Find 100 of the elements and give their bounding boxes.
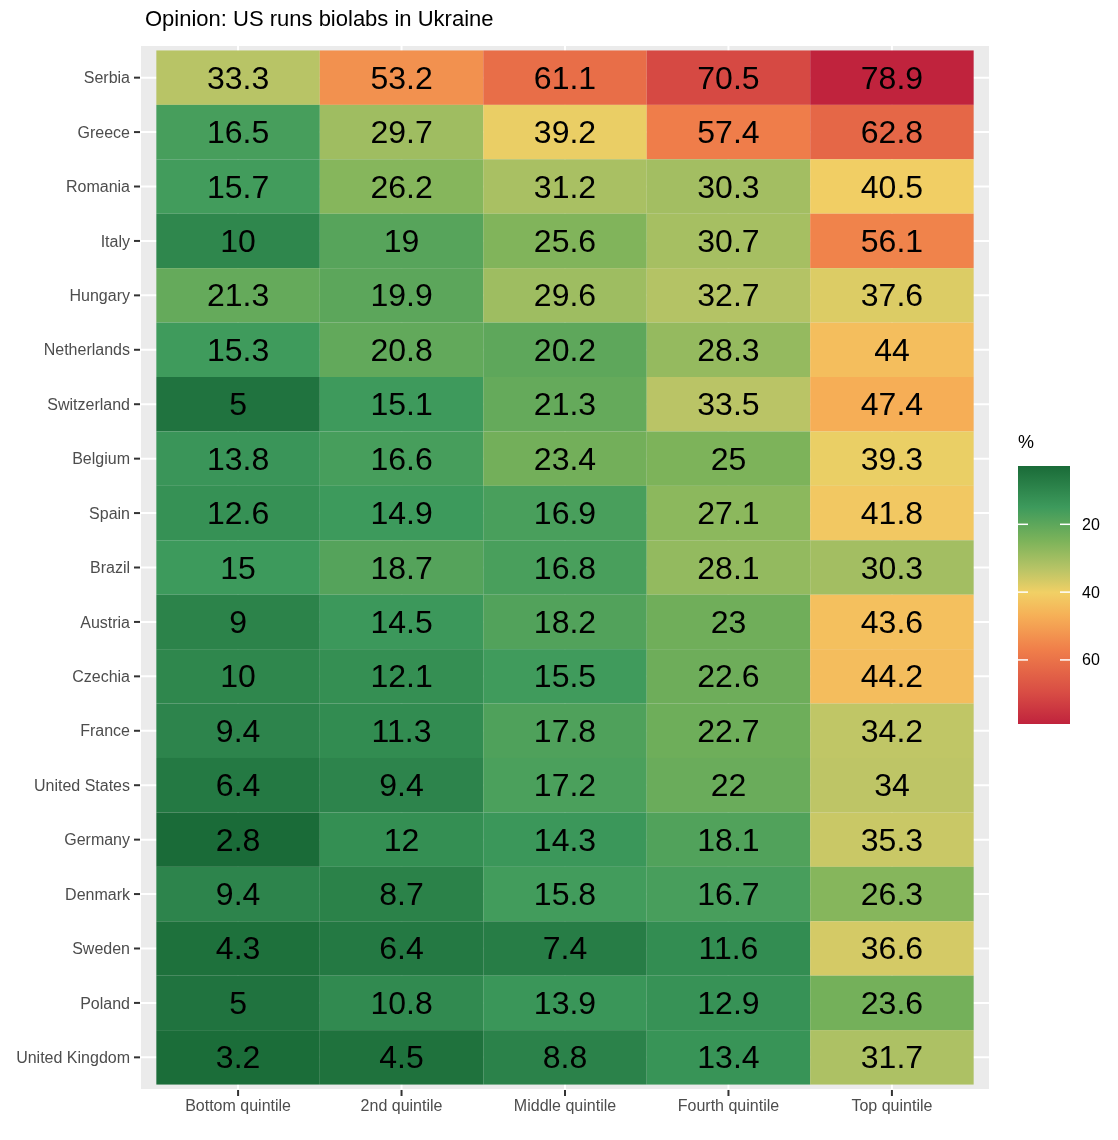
data-label: 33.5 <box>697 386 760 423</box>
data-label: 10.8 <box>370 984 433 1021</box>
data-label: 47.4 <box>860 386 924 423</box>
data-label: 18.7 <box>370 549 433 586</box>
data-label: 41.8 <box>860 495 924 532</box>
data-label: 8.8 <box>542 1039 588 1076</box>
data-label: 15.8 <box>533 876 597 913</box>
chart-title: Opinion: US runs biolabs in Ukraine <box>145 6 494 32</box>
data-label: 29.7 <box>370 114 433 151</box>
y-tick-label: Czechia <box>72 668 131 686</box>
data-label: 3.2 <box>215 1039 261 1076</box>
data-label: 22.7 <box>697 712 760 749</box>
data-label: 33.3 <box>206 59 270 96</box>
data-label: 14.3 <box>533 821 597 858</box>
data-label: 19.9 <box>370 277 433 314</box>
data-label: 20.8 <box>370 331 433 368</box>
data-label: 53.2 <box>370 59 433 96</box>
y-tick-label: Poland <box>80 994 130 1012</box>
data-label: 16.5 <box>206 114 270 151</box>
data-label: 43.6 <box>860 603 924 640</box>
data-label: 10 <box>220 222 256 259</box>
data-label: 31.7 <box>860 1039 924 1076</box>
data-label: 13.9 <box>533 984 597 1021</box>
y-tick-label: Romania <box>65 178 131 196</box>
y-tick-label: Germany <box>64 831 130 849</box>
color-bar-title: % <box>1018 432 1035 452</box>
data-label: 70.5 <box>697 59 760 96</box>
data-label: 14.5 <box>370 603 433 640</box>
data-label: 2.8 <box>215 821 261 858</box>
y-tick-label: Austria <box>80 613 131 631</box>
y-tick-label: Denmark <box>65 885 131 903</box>
y-tick-label: France <box>80 722 131 740</box>
color-bar-label: 60 <box>1082 651 1100 669</box>
y-tick-label: Serbia <box>83 69 131 87</box>
y-tick-label: United Kingdom <box>16 1049 130 1067</box>
data-label: 5 <box>229 386 247 423</box>
data-label: 17.2 <box>533 767 597 804</box>
data-label: 18.1 <box>697 821 760 858</box>
y-tick-label: Hungary <box>69 287 130 305</box>
data-label: 62.8 <box>860 114 924 151</box>
color-bar-label: 40 <box>1082 583 1100 601</box>
data-label: 78.9 <box>860 59 924 96</box>
data-label: 21.3 <box>206 277 270 314</box>
data-label: 32.7 <box>697 277 760 314</box>
x-tick-label: Middle quintile <box>513 1097 617 1115</box>
data-label: 13.8 <box>206 440 270 477</box>
data-label: 44 <box>874 331 910 368</box>
data-label: 6.4 <box>215 767 261 804</box>
data-label: 31.2 <box>533 168 597 205</box>
data-label: 28.1 <box>697 549 760 586</box>
data-label: 29.6 <box>533 277 597 314</box>
data-label: 36.6 <box>860 930 924 967</box>
data-label: 9.4 <box>215 876 261 913</box>
data-label: 12.1 <box>370 658 433 695</box>
data-label: 56.1 <box>860 222 924 259</box>
data-label: 18.2 <box>533 603 597 640</box>
data-label: 30.3 <box>697 168 760 205</box>
data-label: 6.4 <box>379 930 424 967</box>
data-label: 44.2 <box>860 658 924 695</box>
data-label: 23.4 <box>533 440 597 477</box>
data-label: 15.7 <box>206 168 270 205</box>
y-tick-label: Sweden <box>72 940 130 958</box>
data-label: 61.1 <box>533 59 597 96</box>
data-label: 19 <box>383 222 420 259</box>
data-label: 25 <box>710 440 747 477</box>
data-label: 16.6 <box>370 440 433 477</box>
y-tick-label: Italy <box>100 232 130 250</box>
data-label: 27.1 <box>697 495 760 532</box>
data-label: 9.4 <box>379 767 424 804</box>
data-label: 12.6 <box>206 495 270 532</box>
data-label: 12 <box>383 821 420 858</box>
data-label: 22.6 <box>697 658 760 695</box>
data-label: 14.9 <box>370 495 433 532</box>
data-label: 15.5 <box>533 658 597 695</box>
data-label: 7.4 <box>542 930 588 967</box>
data-label: 30.7 <box>697 222 760 259</box>
data-label: 34.2 <box>860 712 924 749</box>
y-tick-label: Netherlands <box>43 341 130 359</box>
data-label: 15.3 <box>206 331 270 368</box>
y-tick-label: Spain <box>89 504 130 522</box>
data-label: 23 <box>710 603 747 640</box>
data-label: 40.5 <box>860 168 924 205</box>
data-label: 28.3 <box>697 331 760 368</box>
y-tick-label: Switzerland <box>47 395 130 413</box>
data-label: 30.3 <box>860 549 924 586</box>
data-label: 4.5 <box>379 1039 424 1076</box>
data-label: 39.2 <box>533 114 597 151</box>
data-label: 9 <box>229 603 247 640</box>
y-tick-label: Belgium <box>72 450 130 468</box>
data-label: 37.6 <box>860 277 924 314</box>
x-tick-label: Top quintile <box>851 1097 933 1115</box>
data-label: 20.2 <box>533 331 597 368</box>
data-label: 26.3 <box>860 876 924 913</box>
data-label: 34 <box>874 767 910 804</box>
x-tick-label: 2nd quintile <box>360 1097 443 1115</box>
data-label: 21.3 <box>533 386 597 423</box>
y-tick-label: Brazil <box>89 559 130 577</box>
x-tick-label: Bottom quintile <box>185 1097 292 1115</box>
data-label: 11.3 <box>371 712 432 749</box>
data-label: 23.6 <box>860 984 924 1021</box>
